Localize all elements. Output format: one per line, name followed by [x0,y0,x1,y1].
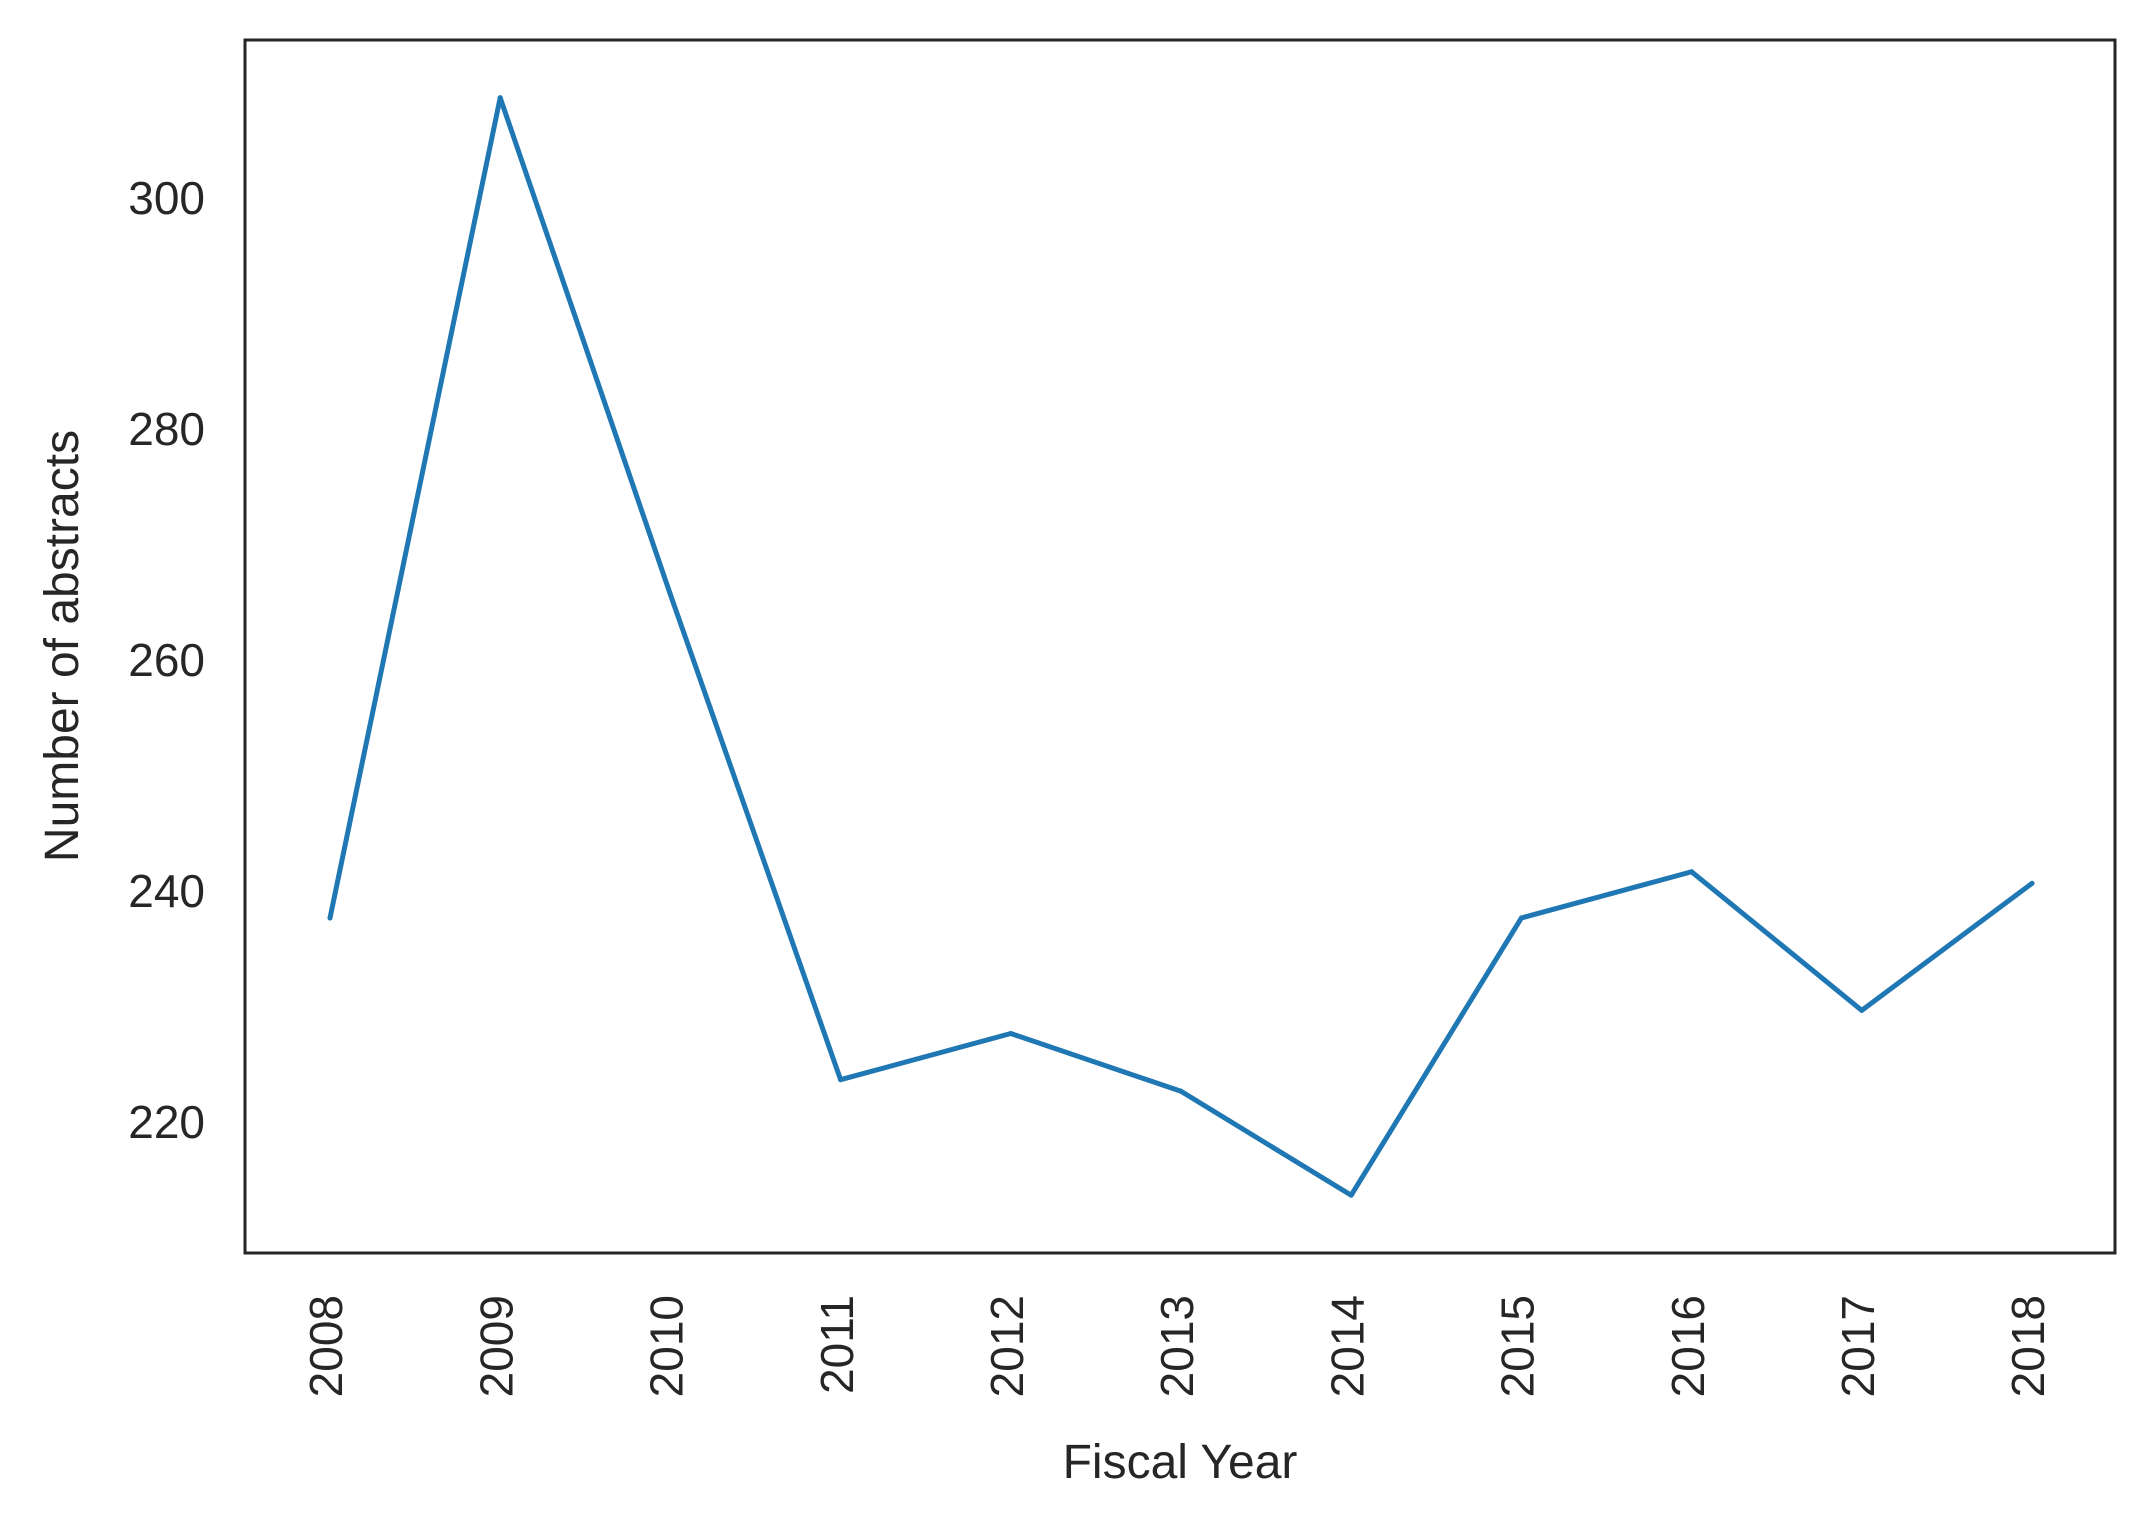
data-point [667,592,673,598]
x-axis-title: Fiscal Year [1063,1436,1298,1489]
data-point [1859,1007,1865,1013]
data-point [327,915,333,921]
data-point [2029,880,2035,886]
y-axis-title: Number of abstracts [36,430,89,862]
data-point [838,1077,844,1083]
data-point [1518,915,1524,921]
x-tick-label: 2009 [470,1295,522,1397]
x-tick-label: 2014 [1321,1295,1373,1397]
data-point [497,95,503,101]
x-tick-label: 2012 [981,1295,1033,1397]
y-axis-ticks: 220 240 260 280 300 [128,172,205,1148]
y-tick-label: 260 [128,634,205,686]
x-tick-label: 2017 [1832,1295,1884,1397]
y-tick-label: 300 [128,172,205,224]
data-point [1178,1088,1184,1094]
series-points [327,95,2035,1198]
data-point [1689,869,1695,875]
data-point [1008,1031,1014,1037]
x-axis-ticks: 2008 2009 2010 2011 2012 2013 2014 2015 2016 2017… [300,1295,2054,1397]
x-tick-label: 2015 [1492,1295,1544,1397]
x-tick-label: 2011 [811,1295,863,1394]
x-tick-label: 2013 [1151,1295,1203,1397]
y-tick-label: 240 [128,865,205,917]
x-tick-label: 2008 [300,1295,352,1397]
series-line [327,95,2035,1198]
x-tick-label: 2010 [641,1295,693,1397]
y-tick-label: 220 [128,1096,205,1148]
plot-frame [243,38,2117,1255]
x-tick-label: 2016 [1662,1295,1714,1397]
x-tick-label: 2018 [2002,1295,2054,1397]
y-tick-label: 280 [128,403,205,455]
data-point [1348,1192,1354,1198]
